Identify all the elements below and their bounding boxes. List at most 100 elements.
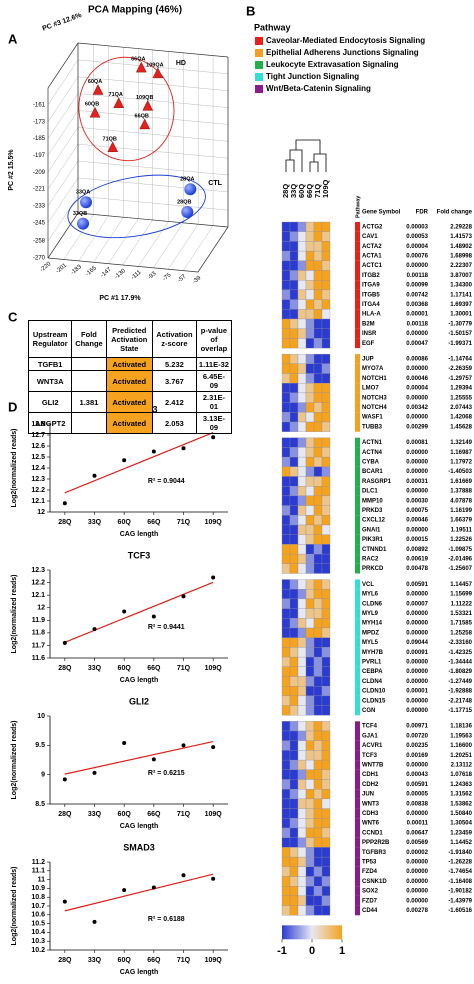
gene-label: PRKD3 [362, 508, 383, 514]
header: Gene Symbol [362, 210, 401, 216]
heatmap-cell [289, 392, 299, 403]
heatmap-cell [321, 534, 331, 545]
table-row: ANGPT2 Activated 2.053 3.13E-09 [27, 412, 233, 434]
fold-change-value: 1.20251 [450, 753, 472, 759]
grid-line [47, 127, 79, 173]
trendline [64, 873, 214, 912]
heatmap-cell [313, 505, 323, 516]
heatmap-cell [289, 563, 299, 574]
gene-label: CLDN15 [362, 698, 386, 704]
fdr-value: 0.00076 [406, 254, 428, 260]
heatmap-cell [313, 866, 323, 877]
fdr-value: 0.00046 [406, 518, 428, 524]
heatmap-cell [305, 789, 315, 800]
y-tick-label: 10.7 [31, 903, 45, 910]
heatmap-cell [305, 486, 315, 497]
pathway-bar [355, 705, 360, 716]
gene-label: MPDZ [362, 630, 379, 636]
point [62, 501, 67, 506]
heatmap-cell [297, 456, 307, 467]
pathway-bar [355, 798, 360, 809]
fdr-value: 0.00099 [406, 283, 428, 289]
fold-change-value: 1.22526 [450, 537, 472, 543]
fdr-value: 0.00030 [406, 498, 428, 504]
chart-title: PCA Mapping (46%) [88, 5, 182, 16]
heatmap-cell [281, 437, 291, 448]
point [122, 740, 127, 745]
gene-label: CGN [362, 708, 375, 714]
fold-change-value: 1.25555 [450, 395, 472, 401]
trendline [64, 432, 214, 494]
heatmap-cell [289, 466, 299, 477]
heatmap-cell [313, 402, 323, 413]
point [62, 777, 67, 782]
heatmap-cell [289, 260, 299, 271]
y-tick-label: 12.6 [31, 443, 45, 450]
fold-change-value: 1.15699 [450, 592, 472, 598]
fold-change-value: 1.48902 [450, 244, 472, 250]
grid-line [182, 225, 214, 271]
heatmap-cell [297, 895, 307, 906]
pathway-bar [355, 750, 360, 761]
heatmap-cell [281, 627, 291, 638]
heatmap-cell [289, 437, 299, 448]
table-cell: 3.13E-09 [195, 412, 233, 434]
heatmap-cell [321, 579, 331, 590]
x-axis-label: CAG length [120, 969, 159, 976]
pathway-bar [355, 505, 360, 516]
heatmap-cell [297, 856, 307, 867]
gene-label: ACTG2 [362, 224, 383, 230]
heatmap-cell [321, 721, 331, 732]
heatmap-cell [289, 695, 299, 706]
heatmap-cell [297, 876, 307, 887]
grid-line [47, 93, 79, 139]
pathway-bar [355, 338, 360, 349]
pathway-bar [355, 905, 360, 916]
grid-line [47, 59, 79, 105]
heatmap-cell [281, 221, 291, 232]
heatmap-cell [289, 553, 299, 564]
heatmap-cell [297, 241, 307, 252]
y-tick-label: -161 [33, 102, 46, 108]
heatmap-cell [289, 759, 299, 770]
heatmap-cell [297, 808, 307, 819]
point [181, 743, 186, 748]
point [211, 745, 216, 750]
gene-label: MMP10 [362, 498, 383, 504]
heatmap-cell [289, 589, 299, 600]
point-label: 66QB [135, 113, 149, 119]
y-tick-label: 12.1 [31, 498, 45, 505]
pathway-bar [355, 769, 360, 780]
x-tick-label: 109Q [205, 665, 223, 672]
heatmap-cell [289, 769, 299, 780]
fold-change-value: -1.30779 [448, 321, 472, 327]
heatmap-cell [305, 383, 315, 394]
heatmap-cell [297, 827, 307, 838]
heatmap-cell [313, 637, 323, 648]
pathway-bar [355, 363, 360, 374]
chart-title: TCF3 [128, 550, 151, 560]
pathway-bar [355, 241, 360, 252]
heatmap-cell [305, 647, 315, 658]
heatmap-cell [289, 241, 299, 252]
group-ellipse [78, 56, 175, 162]
header: FDR [416, 210, 429, 216]
heatmap-cell [281, 608, 291, 619]
pathway-bar [355, 589, 360, 599]
fdr-value: 0.09044 [406, 640, 428, 646]
heatmap-cell [297, 866, 307, 877]
heatmap-cell [313, 886, 323, 897]
heatmap-cell [313, 730, 323, 741]
heatmap-cell [289, 421, 299, 432]
fold-change-value: 1.31562 [450, 792, 472, 798]
heatmap-cell [281, 383, 291, 394]
heatmap-cell [289, 740, 299, 751]
heatmap-cell [305, 544, 315, 555]
heatmap-cell [321, 886, 331, 897]
pathway-bar [355, 437, 360, 448]
pathway-bar [355, 721, 360, 731]
point [92, 627, 97, 632]
heatmap-cell [297, 579, 307, 590]
fold-change-value: 1.16600 [450, 743, 472, 749]
fdr-value: 0.00000 [406, 527, 428, 533]
